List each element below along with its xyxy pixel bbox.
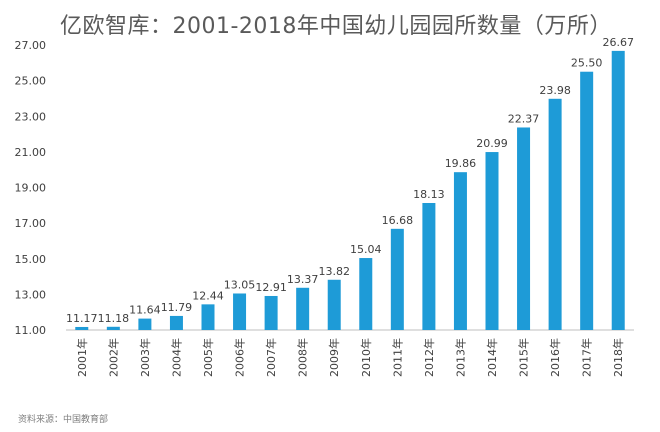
x-tick-label: 2004年 xyxy=(169,338,183,377)
bar xyxy=(359,258,373,330)
y-tick-label: 13.00 xyxy=(15,288,47,301)
bar xyxy=(517,127,531,330)
data-label: 12.44 xyxy=(192,289,224,302)
bar xyxy=(138,318,152,330)
x-tick-label: 2002年 xyxy=(106,338,120,377)
data-label: 25.50 xyxy=(571,57,603,70)
data-label: 15.04 xyxy=(350,243,382,256)
x-tick-label: 2003年 xyxy=(138,338,152,377)
x-tick-label: 2018年 xyxy=(611,338,625,377)
y-tick-label: 11.00 xyxy=(15,324,47,337)
data-label: 13.82 xyxy=(318,265,350,278)
x-tick-label: 2017年 xyxy=(580,338,594,377)
y-tick-label: 17.00 xyxy=(15,217,47,230)
x-tick-label: 2015年 xyxy=(517,338,531,377)
bar xyxy=(169,315,183,330)
y-tick-label: 21.00 xyxy=(15,146,47,159)
y-tick-label: 19.00 xyxy=(15,182,47,195)
x-tick-label: 2005年 xyxy=(201,338,215,377)
x-tick-label: 2007年 xyxy=(264,338,278,377)
data-label: 22.37 xyxy=(508,112,540,125)
bar xyxy=(422,202,436,330)
x-tick-label: 2001年 xyxy=(75,338,89,377)
x-tick-label: 2013年 xyxy=(453,338,467,377)
x-tick-label: 2011年 xyxy=(390,338,404,377)
x-tick-label: 2008年 xyxy=(296,338,310,377)
data-label: 11.18 xyxy=(98,312,130,325)
bar xyxy=(390,228,404,330)
data-label: 16.68 xyxy=(382,214,414,227)
data-label: 11.79 xyxy=(161,301,193,314)
bar xyxy=(327,279,341,330)
bar xyxy=(485,152,499,330)
x-tick-label: 2014年 xyxy=(485,338,499,377)
x-tick-label: 2006年 xyxy=(233,338,247,377)
data-label: 11.64 xyxy=(129,304,161,317)
bar xyxy=(611,50,625,331)
y-tick-label: 15.00 xyxy=(15,253,47,266)
y-tick-label: 25.00 xyxy=(15,75,47,88)
chart-title: 亿欧智库：2001-2018年中国幼儿园园所数量（万所） xyxy=(60,14,612,39)
y-tick-label: 23.00 xyxy=(15,110,47,123)
source-note: 资料来源：中国教育部 xyxy=(18,415,109,425)
bar xyxy=(296,287,310,330)
bar xyxy=(106,326,120,330)
x-tick-label: 2010年 xyxy=(359,338,373,377)
data-label: 19.86 xyxy=(445,157,477,170)
x-tick-label: 2009年 xyxy=(327,338,341,377)
bar xyxy=(453,172,467,330)
data-label: 12.91 xyxy=(255,281,287,294)
bar xyxy=(548,98,562,330)
y-tick-label: 27.00 xyxy=(15,39,47,52)
bar xyxy=(201,304,215,330)
bar xyxy=(264,295,278,330)
data-label: 20.99 xyxy=(476,137,508,150)
data-label: 13.37 xyxy=(287,273,319,286)
x-tick-label: 2012年 xyxy=(422,338,436,377)
x-tick-label: 2016年 xyxy=(548,338,562,377)
data-label: 26.67 xyxy=(602,36,634,49)
data-label: 11.17 xyxy=(66,312,98,325)
bar xyxy=(233,293,247,330)
data-label: 23.98 xyxy=(539,84,571,97)
data-label: 13.05 xyxy=(224,278,256,291)
bar xyxy=(75,326,89,330)
bar xyxy=(580,71,594,330)
data-label: 18.13 xyxy=(413,188,445,201)
